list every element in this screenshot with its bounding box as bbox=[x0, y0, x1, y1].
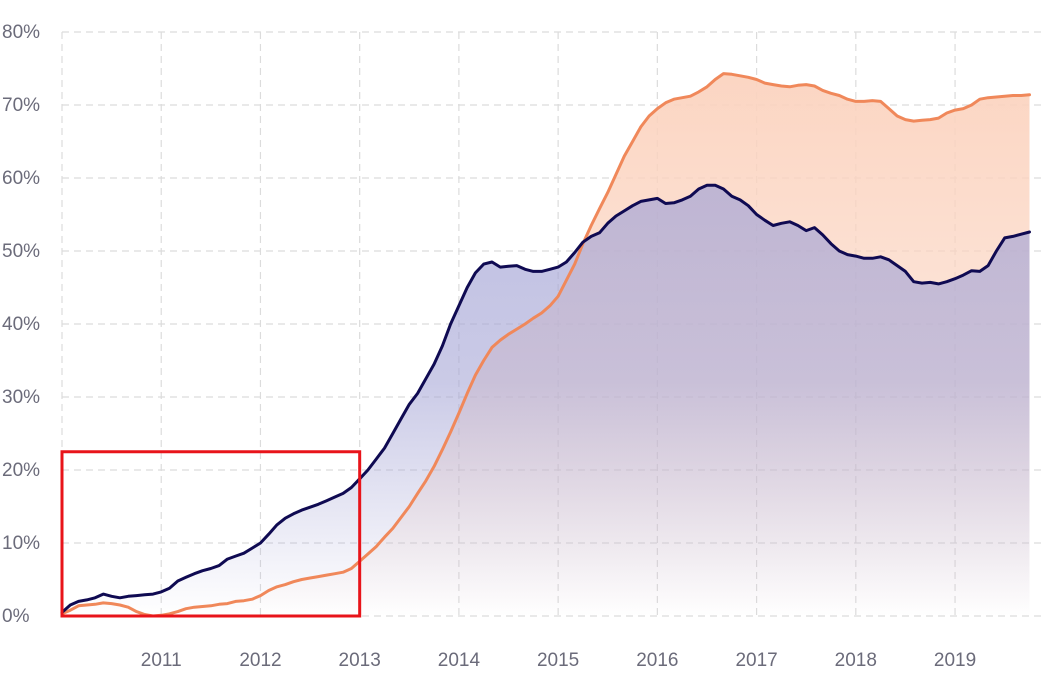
y-tick-label: 80% bbox=[2, 22, 40, 43]
x-tick-label: 2019 bbox=[934, 650, 976, 671]
x-tick-label: 2014 bbox=[438, 650, 481, 671]
x-axis: 2011 2012 2013 2014 2015 2016 2017 2018 2019 bbox=[141, 650, 976, 671]
series-area bbox=[62, 185, 1030, 617]
y-tick-label: 50% bbox=[2, 241, 40, 262]
x-tick-label: 2016 bbox=[636, 650, 678, 671]
y-tick-label: 60% bbox=[2, 168, 40, 189]
series-line bbox=[60, 72, 1031, 618]
y-tick-label: 40% bbox=[2, 314, 40, 335]
series-line bbox=[60, 183, 1031, 614]
x-tick-label: 2018 bbox=[835, 650, 877, 671]
y-tick-label: 20% bbox=[2, 460, 40, 481]
y-axis: 0% 10% 20% 30% 40% 50% 60% 70% 80% bbox=[2, 22, 40, 627]
x-tick-label: 2015 bbox=[537, 650, 579, 671]
highlight-layer bbox=[60, 450, 362, 618]
x-tick-label: 2013 bbox=[339, 650, 381, 671]
y-tick-label: 30% bbox=[2, 387, 40, 408]
y-tick-label: 0% bbox=[2, 606, 30, 627]
highlight-box bbox=[60, 450, 362, 618]
x-tick-label: 2012 bbox=[239, 650, 281, 671]
x-tick-label: 2011 bbox=[141, 650, 182, 671]
x-tick-label: 2017 bbox=[735, 650, 777, 671]
y-tick-label: 70% bbox=[2, 95, 40, 116]
y-tick-label: 10% bbox=[2, 533, 40, 554]
series-lines bbox=[60, 72, 1031, 618]
area-fills bbox=[62, 73, 1030, 617]
